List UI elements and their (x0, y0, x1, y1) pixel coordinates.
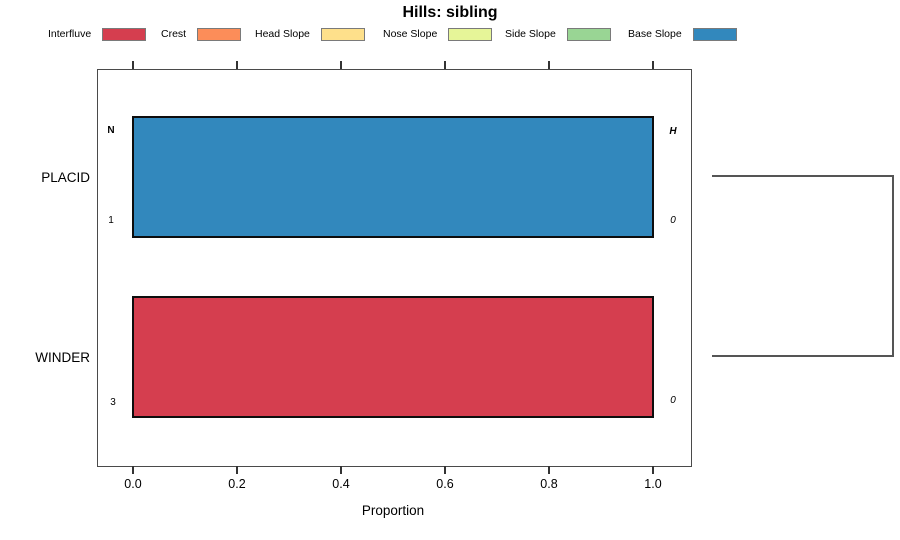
x-tick-label: 0.8 (540, 477, 558, 491)
legend-swatch (320, 27, 365, 41)
dendrogram-branch-placid (712, 175, 894, 177)
x-tick-label: 0.2 (228, 477, 246, 491)
legend-swatch (448, 27, 493, 41)
axis-tick-bottom (548, 466, 550, 474)
legend-item-label: Crest (161, 28, 187, 40)
axis-tick-top (548, 61, 550, 69)
count-header-label: N (107, 125, 115, 136)
axis-tick-top (236, 61, 238, 69)
legend-swatch (692, 27, 737, 41)
y-category-label-placid: PLACID (41, 170, 90, 185)
axis-tick-top (652, 61, 654, 69)
x-tick-label: 0.4 (332, 477, 350, 491)
x-tick-label: 0.0 (124, 477, 142, 491)
axis-tick-bottom (236, 466, 238, 474)
axis-tick-bottom (652, 466, 654, 474)
legend-item-interfluve: Interfluve (48, 26, 147, 42)
legend-item-label: Nose Slope (383, 28, 438, 40)
y-category-label-winder: WINDER (35, 350, 90, 365)
axis-tick-top (132, 61, 134, 69)
count-value-placid: 1 (108, 215, 114, 226)
legend-item-label: Head Slope (255, 28, 310, 40)
entropy-header-label: H (669, 126, 677, 137)
axis-tick-bottom (340, 466, 342, 474)
legend-item-label: Side Slope (505, 28, 556, 40)
legend-item-head-slope: Head Slope (255, 26, 365, 42)
legend-swatch (102, 27, 147, 41)
x-axis-title: Proportion (361, 503, 425, 518)
legend-item-base-slope: Base Slope (628, 26, 737, 42)
dendrogram-join (892, 175, 894, 357)
bar-winder-interfluve (132, 296, 654, 418)
dendrogram-branch-winder (712, 355, 894, 357)
x-tick-label: 0.6 (436, 477, 454, 491)
legend-swatch (197, 27, 242, 41)
axis-tick-bottom (444, 466, 446, 474)
legend-item-crest: Crest (161, 26, 242, 42)
legend-item-label: Base Slope (628, 28, 682, 40)
legend-item-label: Interfluve (48, 28, 92, 40)
axis-tick-top (340, 61, 342, 69)
entropy-value-placid: 0 (670, 215, 676, 226)
axis-tick-bottom (132, 466, 134, 474)
legend-item-nose-slope: Nose Slope (383, 26, 493, 42)
axis-tick-top (444, 61, 446, 69)
legend-swatch (566, 27, 611, 41)
bar-placid-base-slope (132, 116, 654, 238)
entropy-value-winder: 0 (670, 395, 676, 406)
chart-title: Hills: sibling (402, 4, 498, 21)
x-tick-label: 1.0 (644, 477, 662, 491)
count-value-winder: 3 (110, 397, 116, 408)
legend-item-side-slope: Side Slope (505, 26, 611, 42)
